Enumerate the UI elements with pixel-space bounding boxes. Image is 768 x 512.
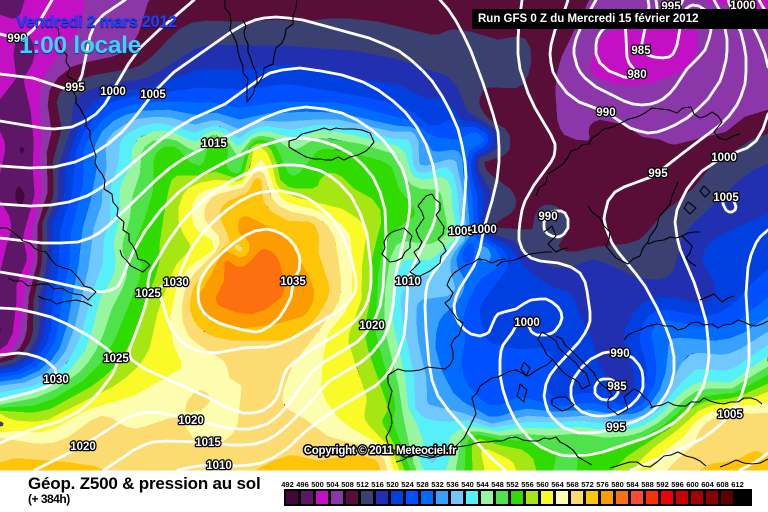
svg-text:990: 990 <box>610 348 629 360</box>
svg-text:500: 500 <box>311 480 324 489</box>
svg-text:492: 492 <box>281 480 294 489</box>
svg-text:1010: 1010 <box>395 276 421 288</box>
svg-text:990: 990 <box>7 33 26 45</box>
svg-text:568: 568 <box>566 480 579 489</box>
svg-text:1005: 1005 <box>448 226 474 238</box>
svg-text:496: 496 <box>296 480 309 489</box>
svg-text:995: 995 <box>648 168 668 180</box>
svg-text:1000: 1000 <box>711 152 737 164</box>
svg-text:1030: 1030 <box>163 277 189 289</box>
svg-text:540: 540 <box>461 480 474 489</box>
svg-text:588: 588 <box>641 480 654 489</box>
svg-text:544: 544 <box>476 480 489 489</box>
svg-text:504: 504 <box>326 480 339 489</box>
svg-text:592: 592 <box>656 480 669 489</box>
svg-text:552: 552 <box>506 480 519 489</box>
svg-text:985: 985 <box>631 45 651 57</box>
svg-text:980: 980 <box>627 69 646 81</box>
svg-text:1005: 1005 <box>713 192 739 204</box>
svg-text:508: 508 <box>341 480 354 489</box>
svg-text:572: 572 <box>581 480 594 489</box>
svg-text:584: 584 <box>626 480 639 489</box>
svg-text:596: 596 <box>671 480 684 489</box>
svg-text:1030: 1030 <box>43 374 69 386</box>
svg-text:Copyright © 2011 Meteociel.fr: Copyright © 2011 Meteociel.fr <box>304 445 457 457</box>
svg-text:995: 995 <box>606 422 626 434</box>
svg-text:532: 532 <box>431 480 444 489</box>
svg-text:516: 516 <box>371 480 384 489</box>
svg-text:985: 985 <box>607 381 627 393</box>
svg-text:995: 995 <box>65 82 85 94</box>
svg-text:1005: 1005 <box>140 89 166 101</box>
svg-text:604: 604 <box>701 480 714 489</box>
svg-text:536: 536 <box>446 480 459 489</box>
svg-text:1020: 1020 <box>359 320 385 332</box>
svg-text:1000: 1000 <box>100 86 126 98</box>
svg-text:990: 990 <box>596 107 615 119</box>
svg-text:564: 564 <box>551 480 564 489</box>
svg-text:1005: 1005 <box>717 409 743 421</box>
svg-text:528: 528 <box>416 480 429 489</box>
svg-text:1010: 1010 <box>206 460 232 472</box>
svg-text:560: 560 <box>536 480 549 489</box>
svg-text:548: 548 <box>491 480 504 489</box>
svg-text:520: 520 <box>386 480 399 489</box>
svg-text:1015: 1015 <box>201 138 227 150</box>
svg-text:1015: 1015 <box>195 437 221 449</box>
svg-text:1000: 1000 <box>514 317 540 329</box>
svg-text:1035: 1035 <box>280 276 306 288</box>
svg-text:608: 608 <box>716 480 729 489</box>
svg-text:524: 524 <box>401 480 414 489</box>
svg-text:1025: 1025 <box>103 353 129 365</box>
svg-text:556: 556 <box>521 480 534 489</box>
svg-text:512: 512 <box>356 480 369 489</box>
svg-text:1020: 1020 <box>70 441 96 453</box>
svg-text:612: 612 <box>731 480 744 489</box>
svg-text:576: 576 <box>596 480 609 489</box>
svg-text:1025: 1025 <box>135 288 161 300</box>
svg-text:990: 990 <box>538 211 557 223</box>
svg-text:580: 580 <box>611 480 624 489</box>
svg-text:1000: 1000 <box>471 224 497 236</box>
svg-text:600: 600 <box>686 480 699 489</box>
svg-text:1020: 1020 <box>178 415 204 427</box>
